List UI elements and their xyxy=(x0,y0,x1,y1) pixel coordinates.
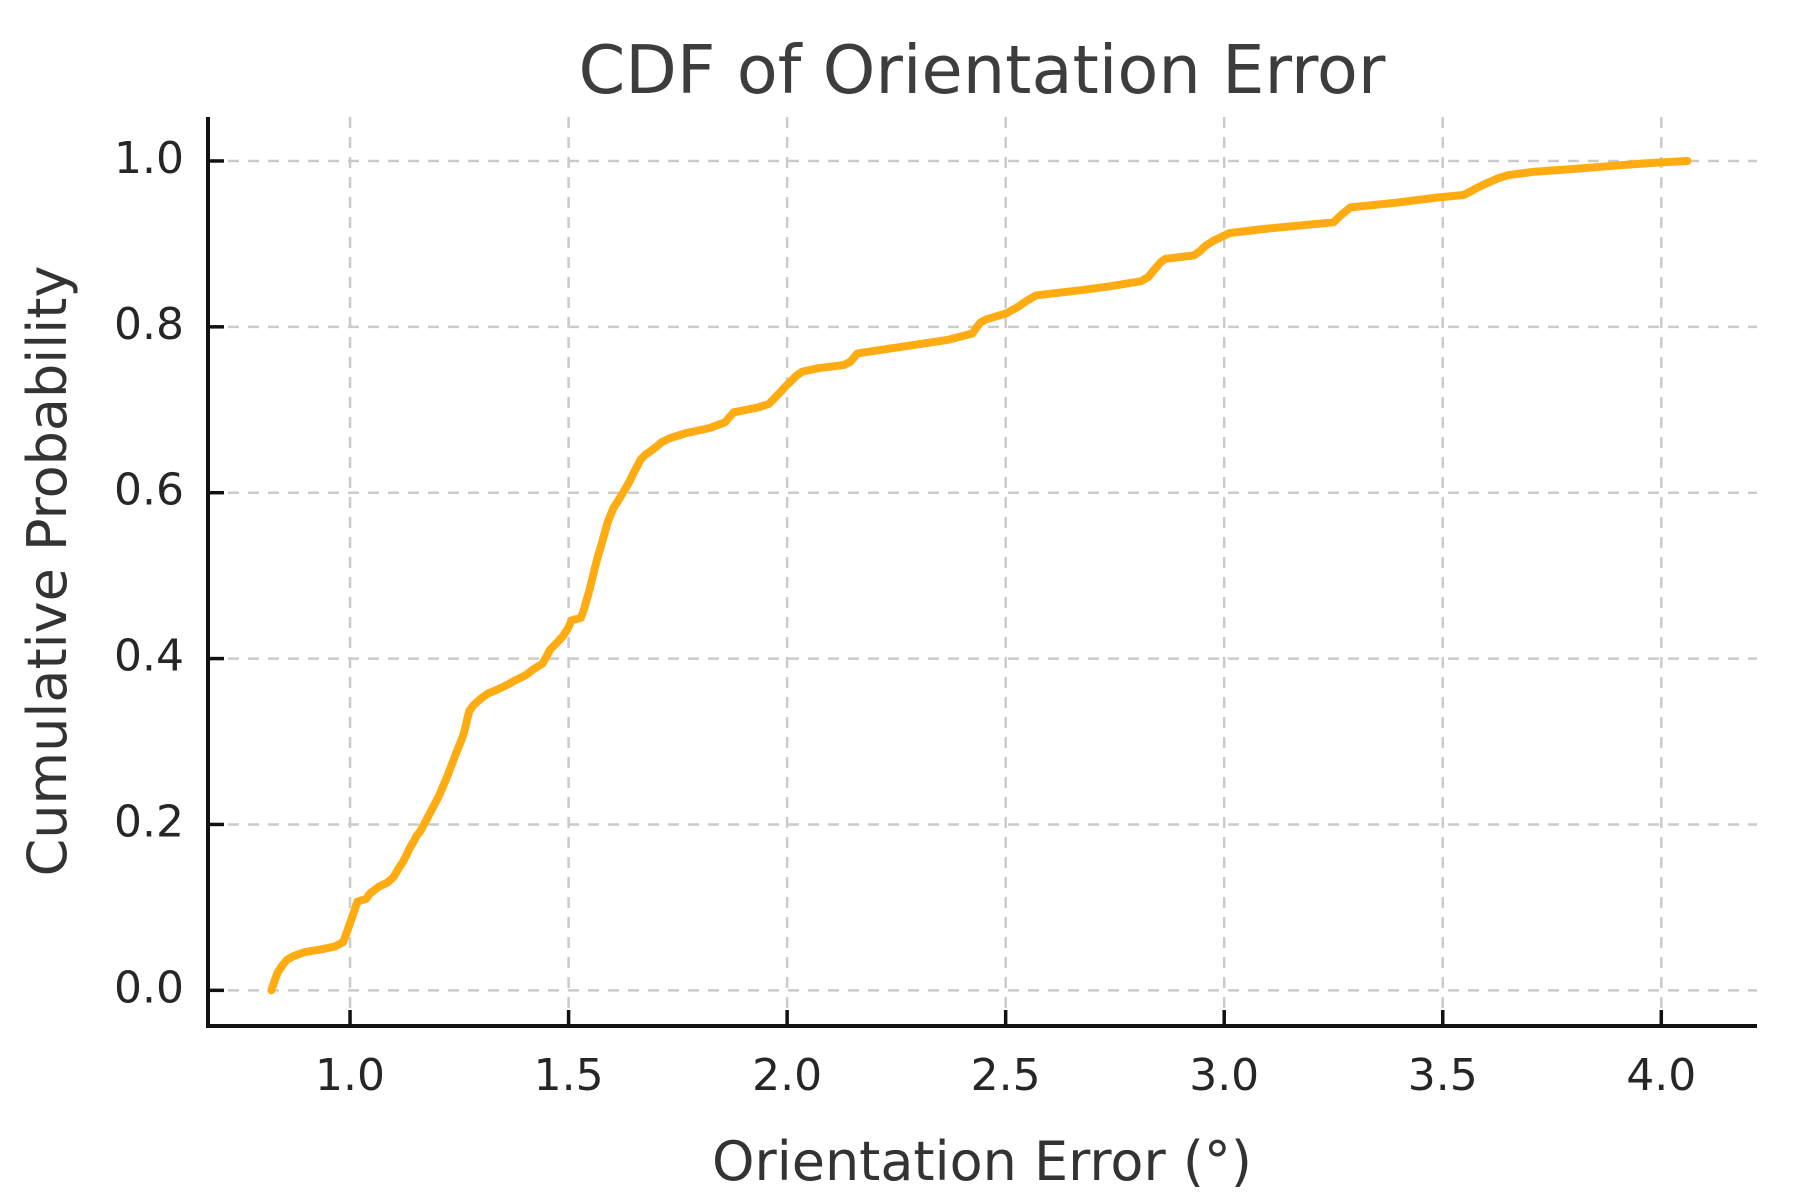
x-tick-label: 1.0 xyxy=(315,1050,385,1101)
y-tick-label: 0.8 xyxy=(114,299,184,350)
x-tick-label: 4.0 xyxy=(1626,1050,1696,1101)
cdf-line xyxy=(267,157,1692,995)
y-tick-labels: 0.0 0.2 0.4 0.6 0.8 1.0 xyxy=(114,133,184,1013)
x-axis-label: Orientation Error (°) xyxy=(712,1130,1252,1193)
x-tick-label: 2.0 xyxy=(752,1050,822,1101)
gridlines xyxy=(208,117,1757,1026)
y-tick-label: 0.2 xyxy=(114,796,184,847)
x-tick-labels: 1.0 1.5 2.0 2.5 3.0 3.5 4.0 xyxy=(315,1050,1696,1101)
y-tick-label: 0.6 xyxy=(114,465,184,516)
x-tick-label: 1.5 xyxy=(534,1050,604,1101)
y-axis-label: Cumulative Probability xyxy=(16,266,79,877)
y-tick-label: 1.0 xyxy=(114,133,184,184)
x-tick-label: 2.5 xyxy=(971,1050,1041,1101)
chart-title: CDF of Orientation Error xyxy=(579,31,1386,109)
x-tick-label: 3.0 xyxy=(1189,1050,1259,1101)
y-tick-label: 0.4 xyxy=(114,631,184,682)
axis-spines xyxy=(206,117,1757,1028)
x-tick-label: 3.5 xyxy=(1408,1050,1478,1101)
tick-marks xyxy=(208,159,1664,1026)
y-tick-label: 0.0 xyxy=(114,962,184,1013)
